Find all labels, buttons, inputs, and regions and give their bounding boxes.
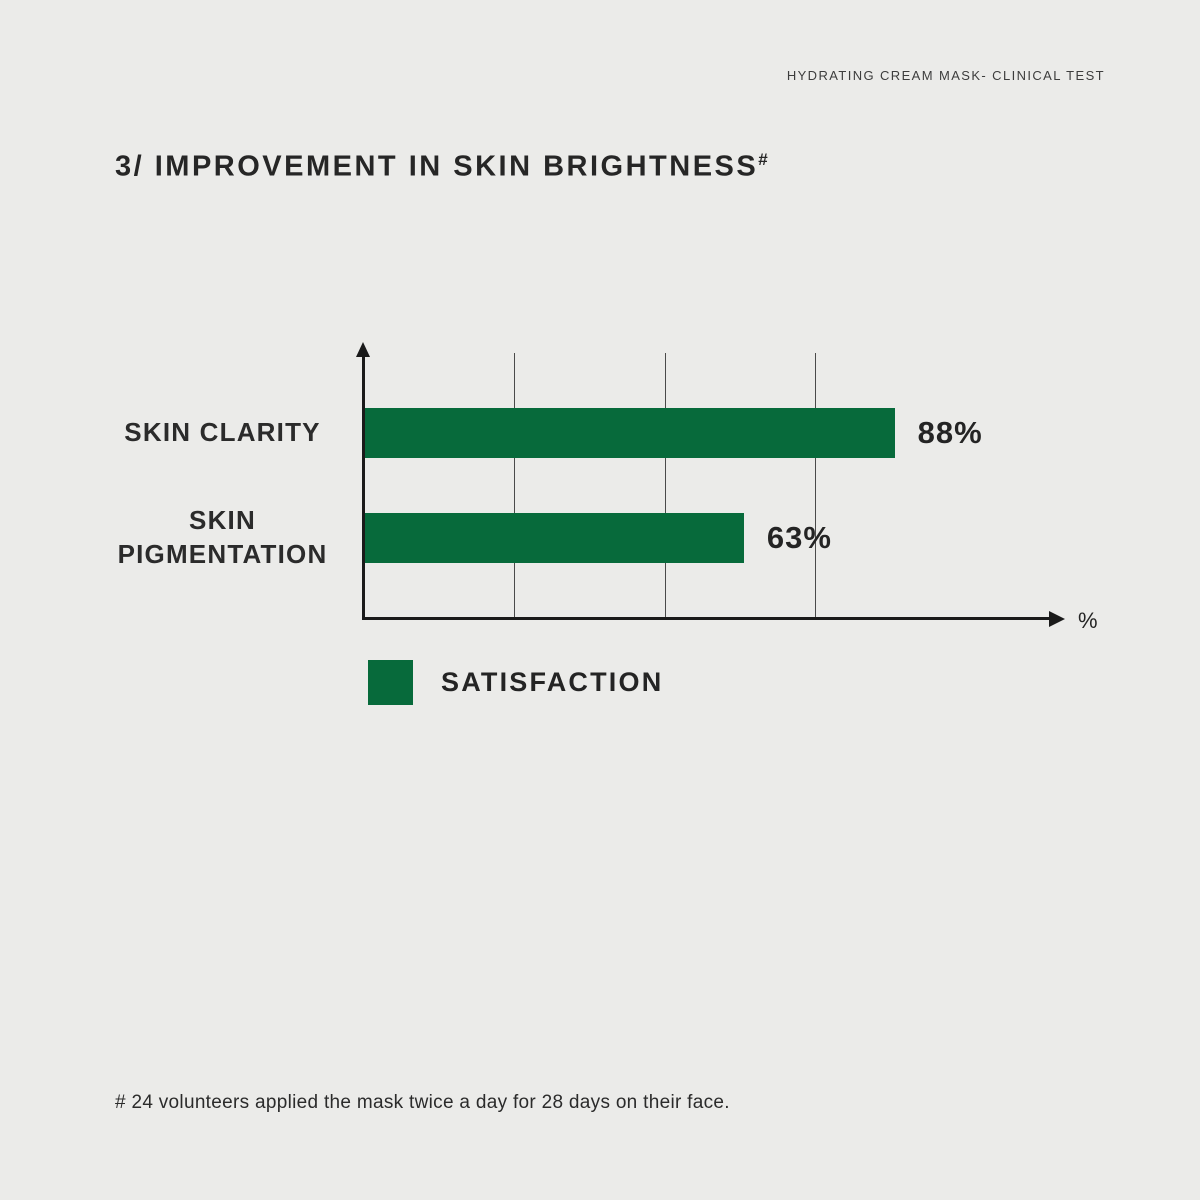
category-label-skin-clarity: SKIN CLARITY: [124, 417, 321, 448]
gridline-75: [815, 353, 817, 620]
bar-value-label: 63%: [766, 520, 832, 555]
document-header: HYDRATING CREAM MASK- CLINICAL TEST: [786, 68, 1105, 83]
bar-skin-pigmentation: [364, 513, 744, 563]
category-label-skin-pigmentation: SKIN PIGMENTATION: [117, 505, 328, 569]
x-axis-arrow-icon: [1049, 611, 1065, 627]
page-title-text: 3/ IMPROVEMENT IN SKIN BRIGHTNESS: [115, 150, 759, 183]
bar-value-label: 88%: [917, 415, 983, 450]
y-axis-arrow-icon: [356, 342, 370, 357]
bar-chart-plot-area: 88% 63%: [356, 342, 1065, 627]
gridline-25: [513, 353, 515, 620]
legend-color-swatch: [368, 660, 413, 705]
bar-skin-clarity: [364, 408, 895, 458]
gridline-50: [664, 353, 666, 620]
y-axis-line: [362, 355, 365, 620]
legend-label: SATISFACTION: [441, 667, 664, 697]
footnote: # 24 volunteers applied the mask twice a…: [115, 1092, 730, 1113]
title-footnote-marker: #: [758, 150, 768, 169]
x-axis-line: [363, 617, 1051, 620]
legend: SATISFACTION: [368, 660, 663, 705]
page-title: 3/ IMPROVEMENT IN SKIN BRIGHTNESS#: [115, 150, 768, 184]
x-axis-unit-label: %: [1078, 608, 1098, 633]
